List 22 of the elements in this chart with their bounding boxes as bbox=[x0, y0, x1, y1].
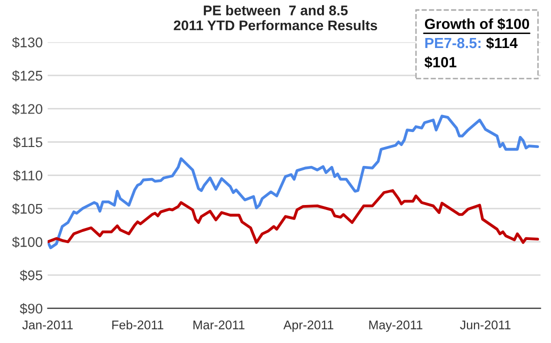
annotation: $114 bbox=[486, 37, 518, 50]
annotation: $101 bbox=[424, 56, 456, 68]
x-tick-label: Feb-2011 bbox=[112, 320, 164, 330]
text: PE7-8.5: bbox=[425, 38, 480, 48]
text: Growth of $100 bbox=[424, 18, 530, 30]
x-tick-label: Apr-2011 bbox=[283, 320, 334, 332]
line-series bbox=[48, 189, 540, 244]
x-tick-label: Mar-2011 bbox=[193, 320, 244, 330]
y-tick-label: $125 bbox=[12, 70, 42, 82]
y-tick-label: $90 bbox=[20, 303, 42, 314]
x-tick-label: Jan-2011 bbox=[22, 320, 73, 330]
y-tick-label: $120 bbox=[12, 103, 42, 115]
x-tick-label: May-2011 bbox=[369, 320, 422, 332]
x-tick-label: Jun-2011 bbox=[460, 320, 510, 330]
y-tick-label: $95 bbox=[20, 270, 42, 282]
y-tick-label: $100 bbox=[12, 236, 42, 248]
y-tick-label: $105 bbox=[12, 203, 42, 215]
chart-title: PE between 7 and 8.5 2011 YTD Performance Results bbox=[174, 5, 378, 30]
y-tick-label: $115 bbox=[13, 136, 42, 148]
line-series bbox=[48, 114, 540, 250]
y-tick-label: $110 bbox=[13, 170, 42, 182]
y-tick-label: $130 bbox=[12, 36, 42, 48]
